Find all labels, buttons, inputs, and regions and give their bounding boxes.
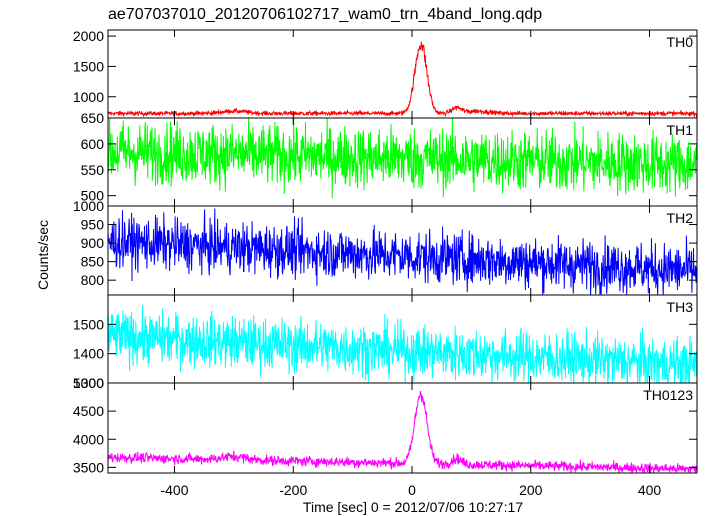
x-tick-label: 0 [408,482,416,498]
panel-frame-th0 [107,29,698,119]
panel-th1: 500 550 600 TH1 [81,117,698,207]
panel-frame-th0123 [107,382,698,474]
x-tick-label: -200 [279,482,307,498]
series-line-th2 [108,208,697,295]
panel-th0123: 3500 4000 4500 5000 TH0123 [73,375,698,475]
panel-label-th0123: TH0123 [643,387,693,403]
x-axis-label: Time [sec] 0 = 2012/07/06 10:27:17 [303,499,523,515]
series-line-th0 [108,41,697,118]
panel-label-th0: TH0 [667,34,694,50]
x-tick-label: 400 [638,482,662,498]
y-edge-label-th2: 1000 [73,198,104,214]
series-line-th0123 [108,390,697,473]
y-tick-label-th0: 1000 [73,89,104,105]
y-tick-label-th0123: 4000 [73,431,104,447]
x-tick-label: 200 [519,482,543,498]
y-tick-label-th1: 500 [81,188,105,204]
panel-label-th3: TH3 [667,299,694,315]
panel-th2: 800 850 900 950 1000 TH2 [73,198,698,296]
panel-th3: 1400 1500 1300 TH3 [73,294,698,391]
chart-title: ae707037010_20120706102717_wam0_trn_4ban… [108,6,542,23]
x-tick-label: -400 [160,482,188,498]
y-tick-label-th3: 1500 [73,316,104,332]
panel-label-th2: TH2 [667,210,694,226]
panel-label-th1: TH1 [667,122,694,138]
y-tick-label-th1: 550 [81,162,105,178]
y-tick-label-th0123: 3500 [73,459,104,475]
y-tick-label-th0123: 4500 [73,403,104,419]
y-tick-label-th2: 900 [81,235,105,251]
series-line-th3 [108,304,697,383]
y-tick-label-th2: 850 [81,254,105,270]
y-edge-label-th0: 650 [81,110,105,126]
series-line-th1 [108,118,697,199]
y-tick-label-th2: 950 [81,217,105,233]
panel-th0: 1000 1500 2000 650 TH0 [73,28,698,126]
y-tick-label-th3: 1400 [73,346,104,362]
y-tick-label-th2: 800 [81,272,105,288]
y-tick-label-th0: 2000 [73,28,104,44]
y-axis-label: Counts/sec [35,220,51,290]
y-edge-label-th0123: 5000 [73,375,104,391]
y-tick-label-th1: 600 [81,136,105,152]
y-tick-label-th0: 1500 [73,58,104,74]
panels-group: 1000 1500 2000 650 TH0 500 550 600 TH1 800 850 900 9… [73,28,698,475]
y-edge-label-th3: 1300 [73,375,104,391]
x-tick-group: -400 -200 0 200 400 [160,482,661,498]
